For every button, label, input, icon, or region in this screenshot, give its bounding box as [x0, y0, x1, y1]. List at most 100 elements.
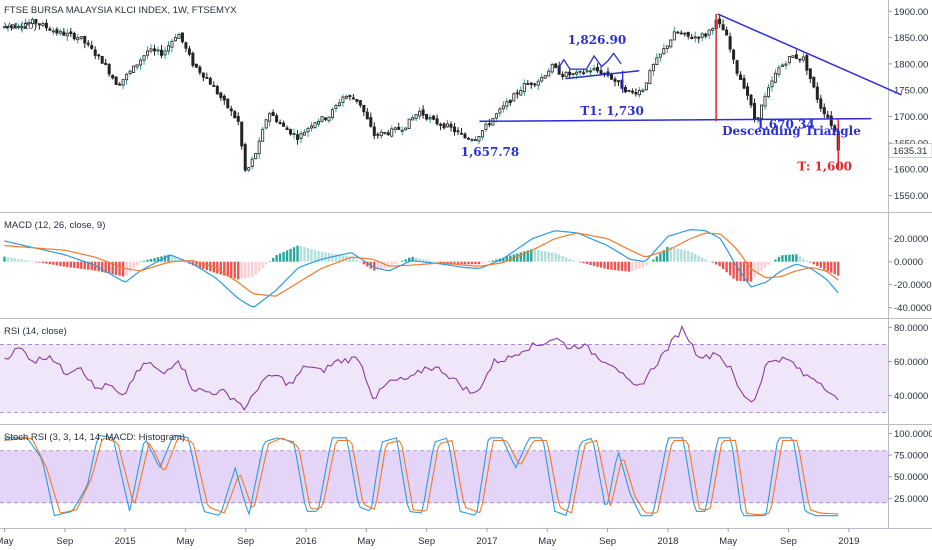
- trendline-neckline: [565, 69, 640, 80]
- histogram-bar: [167, 254, 170, 262]
- candle-down: [348, 95, 352, 97]
- candle-up: [700, 33, 704, 38]
- histogram-bar: [428, 260, 432, 262]
- x-tick-label: May: [176, 536, 194, 547]
- candle-down: [86, 42, 90, 45]
- histogram-bar: [533, 249, 536, 262]
- histogram-bar: [90, 261, 93, 271]
- candle-down: [634, 92, 638, 95]
- histogram-bar: [62, 261, 66, 267]
- histogram-bar: [289, 248, 292, 262]
- candle-up: [135, 64, 139, 68]
- candle-up: [501, 105, 505, 110]
- candle-down: [526, 83, 530, 86]
- candle-up: [320, 116, 324, 122]
- y-tick-label: -40.0000: [894, 303, 932, 314]
- candle-down: [676, 31, 680, 34]
- y-tick-label: 25.0000: [894, 494, 928, 505]
- y-tick-label: 80.0000: [894, 323, 928, 334]
- histogram-bar: [55, 261, 59, 266]
- candle-down: [697, 36, 701, 39]
- candle-down: [243, 144, 247, 171]
- candle-up: [648, 70, 652, 84]
- price-annotation: T: 1,600: [797, 160, 852, 174]
- histogram-bar: [394, 261, 397, 264]
- histogram-bar: [261, 261, 264, 268]
- histogram-bar: [770, 261, 774, 263]
- candle-down: [487, 123, 491, 126]
- histogram-bar: [449, 261, 453, 264]
- histogram-bar: [341, 255, 345, 262]
- candle-up: [585, 70, 589, 73]
- candle-up: [411, 117, 415, 121]
- candle-down: [808, 68, 812, 79]
- histogram-bar: [446, 261, 449, 264]
- candle-down: [833, 125, 837, 132]
- candle-down: [819, 98, 823, 109]
- histogram-bar: [592, 261, 596, 266]
- histogram-bar: [20, 259, 24, 262]
- histogram-bar: [366, 261, 369, 267]
- candle-up: [669, 39, 673, 48]
- histogram-bar: [397, 261, 400, 263]
- histogram-bar: [728, 261, 732, 276]
- histogram-bar: [205, 261, 209, 271]
- histogram-bar: [659, 253, 662, 262]
- candle-down: [610, 74, 614, 80]
- histogram-bar: [603, 261, 606, 269]
- histogram-bar: [209, 261, 212, 272]
- candle-up: [337, 102, 341, 107]
- candle-down: [425, 114, 429, 120]
- histogram-bar: [271, 258, 275, 262]
- histogram-bar: [80, 261, 83, 269]
- candle-up: [407, 118, 411, 129]
- candle-down: [72, 32, 76, 40]
- histogram-bar: [128, 261, 132, 272]
- histogram-bar: [523, 251, 526, 262]
- histogram-bar: [100, 261, 104, 273]
- histogram-bar: [791, 254, 795, 262]
- histogram-bar: [666, 247, 669, 262]
- candle-up: [383, 131, 387, 134]
- x-tick-label: 2016: [295, 536, 316, 547]
- candle-down: [805, 55, 809, 71]
- candle-up: [547, 70, 551, 77]
- histogram-bar: [170, 254, 174, 262]
- candle-up: [773, 72, 777, 83]
- histogram-bar: [606, 261, 610, 270]
- y-tick-label: 60.0000: [894, 357, 928, 368]
- histogram-bar: [195, 261, 198, 267]
- candle-down: [815, 86, 819, 100]
- candle-up: [65, 32, 69, 37]
- histogram-bar: [714, 261, 718, 265]
- candle-down: [44, 22, 48, 29]
- candle-up: [651, 64, 655, 72]
- candle-down: [690, 37, 694, 40]
- candle-down: [421, 109, 425, 116]
- histogram-bar: [439, 261, 442, 263]
- histogram-bar: [599, 261, 603, 268]
- candle-down: [233, 111, 237, 119]
- histogram-bar: [557, 254, 561, 262]
- histogram-bar: [495, 259, 498, 262]
- candle-down: [515, 92, 519, 95]
- candle-up: [30, 19, 34, 24]
- histogram-bar: [31, 261, 34, 262]
- histogram-bar: [540, 250, 543, 262]
- candle-down: [386, 132, 390, 135]
- y-tick-label: 75.0000: [894, 451, 928, 462]
- candle-down: [104, 62, 108, 65]
- candle-up: [316, 120, 320, 125]
- histogram-bar: [296, 245, 299, 262]
- last-price-box: [888, 143, 932, 158]
- candle-down: [13, 25, 17, 28]
- histogram-bar: [551, 252, 554, 262]
- histogram-bar: [59, 261, 62, 267]
- candle-down: [529, 82, 533, 85]
- histogram-bar: [359, 261, 362, 263]
- candle-down: [296, 134, 300, 140]
- histogram-bar: [10, 257, 13, 262]
- candle-down: [794, 54, 798, 59]
- candle-down: [718, 18, 722, 25]
